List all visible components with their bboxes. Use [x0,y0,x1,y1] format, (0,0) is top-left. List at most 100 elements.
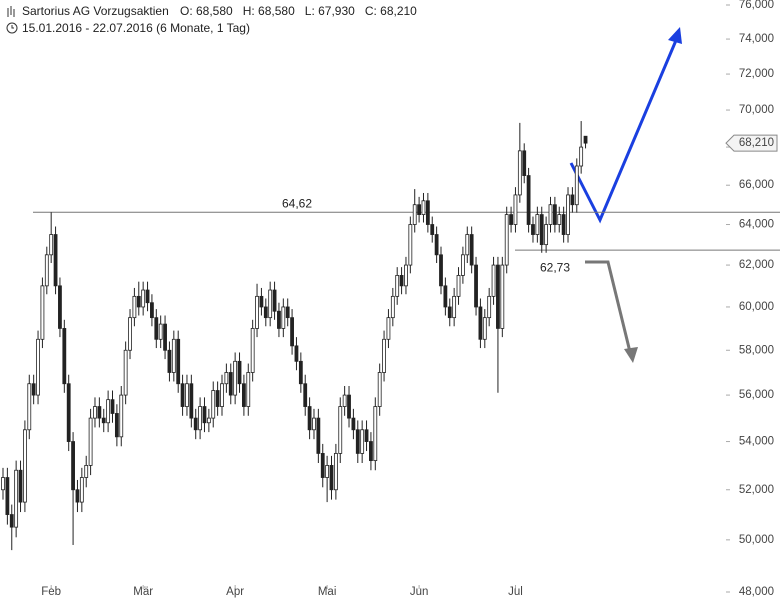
candle-body [390,295,395,319]
y-tick-label: 50,000 [739,534,774,546]
candle-body [347,394,351,419]
candle-body [31,383,36,396]
y-tick-label: 48,000 [739,586,774,598]
y-tick-label: 66,000 [739,179,774,191]
candle-body [62,328,67,385]
candle-body [241,383,246,407]
last-price-tag [725,134,778,152]
candle-body [561,214,566,235]
candle-body [141,289,146,308]
y-tick-label: 76,000 [739,0,774,11]
candle-body [447,306,452,319]
candle-body [71,441,75,491]
candle-body [491,264,496,297]
candle-body [123,349,128,396]
candle-body [189,383,194,419]
candle-body [456,275,461,297]
down-arrow-head [624,347,638,363]
candle-body [93,406,97,419]
candle-body [1,477,5,491]
candle-body [544,224,549,246]
y-tick-label: 52,000 [739,484,774,496]
candle-body [40,285,45,340]
candle-body [364,429,369,442]
candle-body [517,150,522,196]
chart-subtitle: 15.01.2016 - 22.07.2016 (6 Monate, 1 Tag… [22,21,250,35]
y-tick-label: 74,000 [739,33,774,45]
candle-body [548,204,553,225]
x-tick-label: Apr [226,586,244,598]
candle-body [228,372,233,396]
candle-body [526,175,531,225]
candle-body [552,204,557,225]
candle-body [474,264,478,308]
candle-body [316,417,321,454]
candle-body [211,390,216,419]
candle-body [119,394,124,438]
x-tick-label: Jul [508,586,523,598]
candle-body [430,224,435,235]
candle-body [14,469,19,528]
candle-body [399,275,404,287]
candle-body [478,306,483,340]
candle-body [539,214,544,246]
candle-body [154,317,159,340]
y-tick-label: 60,000 [739,301,774,313]
candle-body [277,310,281,329]
candle-body [531,224,535,235]
candle-body [522,150,527,176]
clock-hand [11,25,14,29]
y-tick-label: 54,000 [739,436,774,448]
candle-body [84,465,89,478]
candle-body [307,406,312,431]
x-tick-label: Mai [318,586,337,598]
candle-body [132,295,137,319]
candle-body [298,360,303,385]
candle-body [136,295,141,308]
candle-body [386,317,391,340]
candle-body [338,406,343,454]
y-tick-label: 62,000 [739,259,774,271]
level-label: 64,62 [282,196,312,210]
candle-body [574,165,579,206]
x-tick-label: Mär [133,586,153,598]
candle-body [167,349,172,373]
candle-body [320,453,325,478]
candle-body [417,204,422,215]
candle-body [513,194,518,225]
candle-body [5,477,10,515]
candle-body [504,214,509,266]
candle-body [88,417,93,466]
candle-body [281,306,286,329]
candle-body [487,295,492,319]
candle-body [579,146,584,167]
candle-body [9,514,14,528]
candle-body [535,214,540,235]
candle-body [500,264,505,329]
y-tick-label: 64,000 [739,219,774,231]
up-arrow-head [668,27,682,44]
candle-body [509,214,513,225]
candle-body [75,489,80,503]
y-tick-label: 72,000 [739,68,774,80]
candle-body [206,417,211,424]
candle-body [114,413,119,438]
candle-body [290,317,294,347]
candle-body [303,383,308,407]
candle-body [224,372,229,385]
candle-body [412,204,417,225]
candle-body [259,295,264,308]
candle-body [49,234,54,256]
candle-body [79,477,84,503]
candle-body [285,306,290,319]
candle-body [369,441,373,462]
candle-body [158,323,163,340]
candle-body [185,383,189,407]
candle-body [171,338,176,373]
candle-body [18,469,23,503]
quote-label: L: 67,930 [305,4,355,18]
candle-body [434,234,439,256]
x-tick-label: Feb [41,586,61,598]
candle-body [66,383,71,442]
